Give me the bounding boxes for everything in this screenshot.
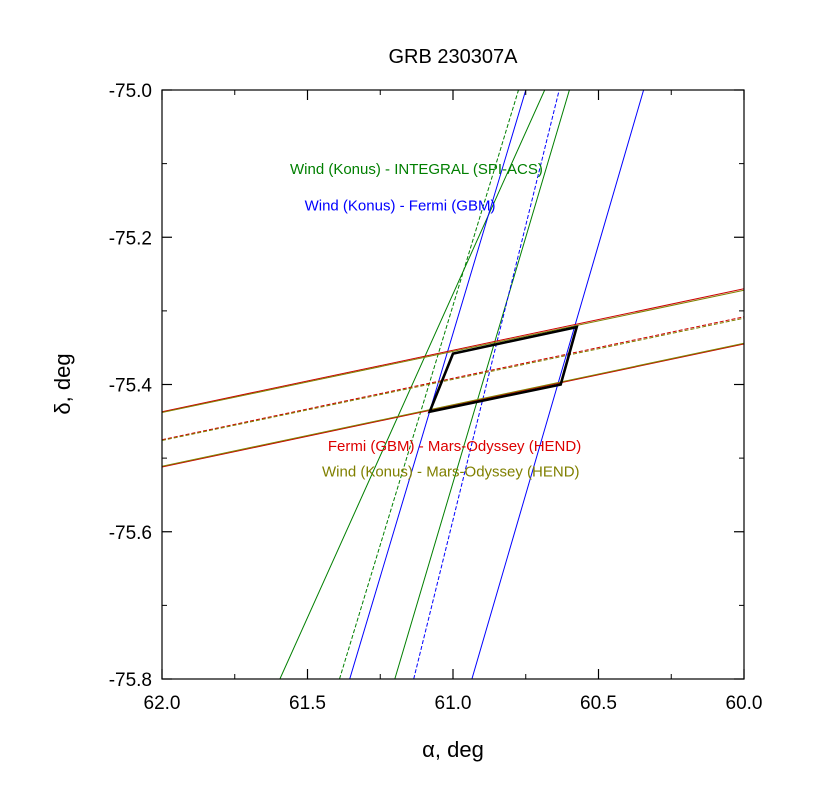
annotation-label: Wind (Konus) - Mars-Odyssey (HEND) (322, 464, 580, 481)
x-tick-layer: 62.0 61.5 61.0 60.5 60.0 (144, 90, 763, 714)
series-fm_lower (162, 343, 744, 468)
series-fm_center (162, 316, 744, 441)
x-tick-label: 61.5 (289, 693, 326, 714)
x-tick-label: 61.0 (435, 693, 472, 714)
annotation-label: Wind (Konus) - INTEGRAL (SPI-ACS) (290, 161, 543, 178)
x-tick-label: 60.0 (726, 693, 763, 714)
series-km_lower (162, 342, 744, 467)
x-tick-label: 62.0 (144, 693, 181, 714)
series-ki_outer_left (279, 90, 546, 679)
y-tick-label: -75.8 (109, 670, 152, 691)
series-error_box (427, 325, 579, 414)
y-tick-label: -75.6 (109, 523, 152, 544)
x-axis-label: α, deg (422, 737, 484, 762)
series-kf_center (413, 90, 560, 679)
annotation-label: Wind (Konus) - Fermi (GBM) (305, 198, 496, 215)
series-layer (162, 90, 744, 679)
y-tick-label: -75.0 (109, 81, 152, 102)
y-tick-label: -75.2 (109, 228, 152, 249)
annotation-layer: Wind (Konus) - INTEGRAL (SPI-ACS) Wind (K… (290, 161, 581, 481)
y-axis-label: δ, deg (50, 353, 75, 414)
y-tick-layer: -75.0 -75.2 -75.4 -75.6 -75.8 (109, 81, 744, 691)
plot-frame (161, 89, 745, 680)
annotation-label: Fermi (GBM) - Mars-Odyssey (HEND) (328, 438, 581, 455)
chart-title: GRB 230307A (389, 46, 519, 68)
series-ki_outer_right (394, 90, 570, 679)
y-tick-label: -75.4 (109, 376, 153, 397)
series-kf_outer_left (349, 90, 527, 679)
x-tick-label: 60.5 (580, 693, 617, 714)
series-km_center (162, 317, 744, 441)
series-km_upper (162, 289, 744, 413)
series-fm_upper (162, 288, 744, 413)
